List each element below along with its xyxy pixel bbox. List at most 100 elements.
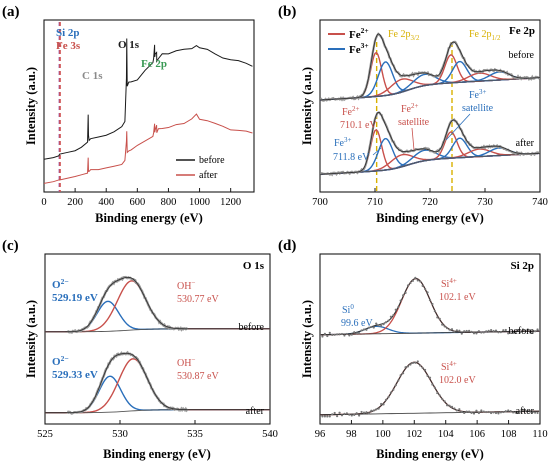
si-raw-point <box>375 408 378 411</box>
si-raw-point <box>372 409 375 412</box>
panel-b-y-label: Intensity (a.u.) <box>300 67 314 145</box>
fe2-satellite-label: Fe2+ <box>401 102 419 115</box>
si-raw-point <box>411 361 414 365</box>
si-raw-point <box>345 412 348 415</box>
x-tick-label: 530 <box>112 429 128 440</box>
x-tick-label: 400 <box>98 197 114 208</box>
si-raw-point <box>514 411 517 414</box>
o2-component-curve <box>45 375 270 414</box>
si-raw-point <box>365 411 368 414</box>
x-tick-label: 98 <box>346 429 357 440</box>
si4-energy-before: 102.1 eV <box>439 292 476 303</box>
si-component-curve <box>320 361 540 416</box>
si-raw-point <box>436 316 439 319</box>
panel-d-title: Si 2p <box>510 260 534 272</box>
si-raw-point <box>336 333 339 336</box>
legend-fe2-label: Fe2+ <box>349 26 369 41</box>
si-raw-point <box>463 411 466 415</box>
panel-a-x-label: Binding energy (eV) <box>95 211 203 225</box>
fe-component-curve <box>320 60 540 101</box>
panel-c-y-label: Intensity (a.u.) <box>24 300 38 378</box>
si-raw-point <box>482 331 485 334</box>
x-tick-label: 104 <box>438 429 455 440</box>
o2-label-after: O2− <box>52 354 69 368</box>
panel-d-before-label: before <box>508 326 534 337</box>
si-raw-point <box>472 332 476 335</box>
si-raw-point <box>414 276 417 280</box>
si-raw-point <box>414 361 417 364</box>
si-raw-point <box>485 330 488 333</box>
si-raw-point <box>358 332 361 335</box>
panel-label-a: (a) <box>2 4 20 20</box>
fe3-peak-energy: 711.8 eV <box>333 152 370 163</box>
si-raw-point <box>353 331 356 334</box>
si-raw-point <box>428 299 432 302</box>
si-raw-point <box>529 331 532 334</box>
survey-after-line <box>44 113 253 184</box>
si-raw-point <box>345 332 348 336</box>
si-raw-point <box>367 326 370 329</box>
fe3-peak-arrow <box>372 147 382 156</box>
oh-label-before: OH− <box>177 279 195 292</box>
si-raw-point <box>485 410 488 414</box>
si4-label-before: Si4+ <box>441 277 457 290</box>
x-tick-label: 730 <box>477 197 493 208</box>
si-raw-point <box>494 411 498 415</box>
si-raw-point <box>350 414 353 417</box>
si-raw-point <box>436 391 439 395</box>
si-raw-point <box>387 395 390 399</box>
si-raw-point <box>372 326 375 329</box>
si-raw-point <box>524 329 527 332</box>
si-raw-point <box>348 413 351 416</box>
si0-energy: 99.6 eV <box>341 318 373 329</box>
fe-component-curve <box>320 54 540 101</box>
si-raw-point <box>377 324 380 327</box>
si-raw-point <box>433 309 436 313</box>
si-raw-point <box>438 317 441 320</box>
si-raw-point <box>509 330 512 333</box>
si-raw-point <box>477 411 480 415</box>
si-raw-point <box>494 329 498 332</box>
x-tick-label: 106 <box>469 429 485 440</box>
si-raw-point <box>526 409 529 413</box>
si-raw-point <box>387 319 390 322</box>
x-tick-label: 96 <box>315 429 326 440</box>
fe2-satellite-arrow <box>411 127 415 151</box>
si-raw-point <box>326 415 329 418</box>
si-raw-point <box>514 331 517 335</box>
si-raw-point <box>389 391 392 394</box>
si-raw-point <box>509 410 512 413</box>
panel-d-x-label: Binding energy (eV) <box>376 447 484 461</box>
o1s-fit-curves <box>45 275 270 415</box>
si-raw-point <box>431 302 434 306</box>
si-raw-point <box>402 372 405 375</box>
si-raw-point <box>504 410 507 413</box>
panel-b-before-label: before <box>508 50 534 61</box>
si-raw-point <box>348 334 351 337</box>
panel-d-y-label: Intensity (a.u.) <box>300 300 314 378</box>
si-raw-point <box>450 328 454 331</box>
si-raw-point <box>519 330 522 334</box>
si-raw-point <box>441 397 444 401</box>
x-tick-label: 800 <box>161 197 177 208</box>
si-raw-point <box>497 331 500 334</box>
si-raw-point <box>402 294 405 297</box>
si-raw-point <box>360 410 363 414</box>
si-raw-point <box>358 414 361 417</box>
si-raw-point <box>336 415 339 418</box>
si-raw-point <box>507 332 510 335</box>
panel-b-title: Fe 2p <box>509 25 535 37</box>
si-raw-point <box>526 328 529 331</box>
panel-a-x-ticks: 0 200 400 600 800 1000 1200 <box>41 188 241 208</box>
si-raw-point <box>326 334 329 338</box>
si-raw-point <box>431 383 434 386</box>
si-raw-point <box>399 299 402 302</box>
si-raw-point <box>411 279 414 282</box>
x-tick-label: 100 <box>375 429 391 440</box>
panel-c-title: O 1s <box>243 260 265 272</box>
si-raw-point <box>446 404 449 407</box>
si-raw-point <box>399 374 402 377</box>
si-raw-point <box>394 308 397 311</box>
si-raw-point <box>465 410 468 413</box>
si-raw-point <box>426 374 429 377</box>
